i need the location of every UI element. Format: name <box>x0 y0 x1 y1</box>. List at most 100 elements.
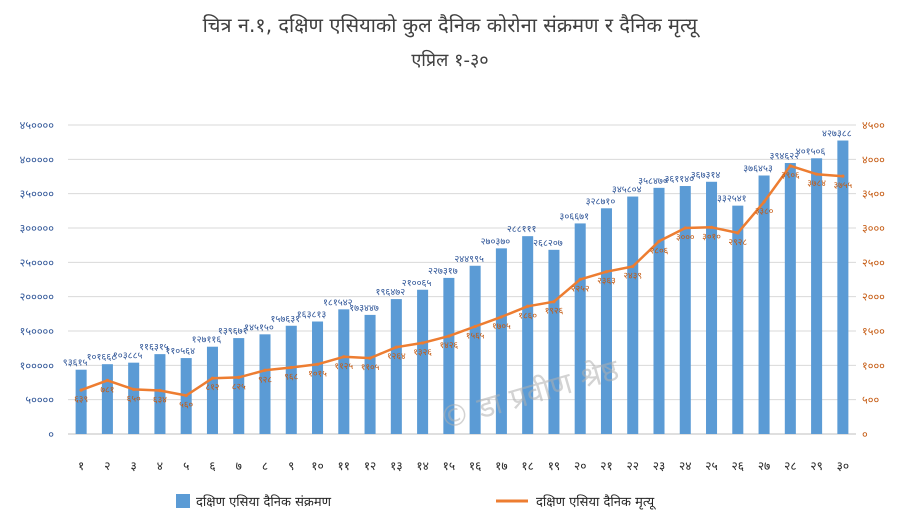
bar-data-label: ४२७३८८ <box>822 129 852 140</box>
line-point <box>158 388 162 393</box>
bar-data-label: ३०६६७१ <box>559 211 589 222</box>
line-data-label: २८०६ <box>650 246 669 256</box>
death-line <box>80 164 843 397</box>
legend: दक्षिण एसिया दैनिक संक्रमण दक्षिण एसिया … <box>176 494 656 510</box>
x-tick-label: ११ <box>338 459 350 473</box>
line-point <box>815 172 819 176</box>
line-point <box>841 174 845 178</box>
line-point <box>657 239 661 243</box>
bar-data-label: २१००६५ <box>402 278 432 289</box>
x-tick-label: १३ <box>390 459 402 473</box>
y2-tick-label: ४५०० <box>862 119 885 132</box>
bar-data-label: २४४९९५ <box>454 254 484 265</box>
gridlines <box>68 124 856 435</box>
bar-data-label: ३५८४७० <box>638 176 668 187</box>
y2-tick-label: २००० <box>862 291 885 304</box>
y-tick-label: १००००० <box>20 359 55 372</box>
x-tick-label: १७ <box>495 459 507 473</box>
bar <box>548 249 560 434</box>
bar <box>758 175 770 435</box>
axes: ०५००००१०००००१५००००२०००००२५००००३०००००३५००… <box>20 119 885 473</box>
bar <box>154 354 166 434</box>
line-data-label: १३२६ <box>413 348 432 358</box>
x-tick-label: ६ <box>209 459 215 473</box>
x-tick-label: २१ <box>600 459 612 473</box>
legend-bar-swatch <box>176 494 190 508</box>
bar <box>312 321 324 434</box>
bar <box>338 309 350 434</box>
line-data-label: १४२६ <box>439 341 458 351</box>
bar <box>259 334 271 434</box>
bar-data-label: २८८१११ <box>507 224 537 235</box>
x-tick-label: १५ <box>443 459 455 473</box>
line-point <box>342 355 346 359</box>
y-tick-label: २५०००० <box>20 256 55 269</box>
y2-tick-label: २५०० <box>862 256 885 269</box>
bar <box>285 325 297 434</box>
line-data-label: ६५० <box>127 394 141 404</box>
bar <box>653 187 665 434</box>
bar <box>522 236 534 434</box>
line-point <box>526 304 530 308</box>
bar-data-label: २६८२०७ <box>533 238 563 249</box>
bar-data-label: १०१६६८ <box>87 352 117 363</box>
line-point <box>394 345 398 349</box>
bar-data-label: ११०५६४ <box>165 346 195 357</box>
bar-data-label: २२७३१७ <box>428 266 458 277</box>
line-data-label: ११०५ <box>361 363 380 373</box>
line-data-label: १०१५ <box>308 369 327 379</box>
line-data-label: १२६४ <box>387 352 406 362</box>
line-data-label: ११२५ <box>334 362 353 372</box>
line-point <box>736 231 740 235</box>
x-tick-label: १० <box>311 459 323 473</box>
bar-data-label: १९६४७२ <box>376 287 406 298</box>
x-tick-label: २६ <box>732 459 744 473</box>
bar <box>811 158 823 435</box>
bar <box>784 163 796 434</box>
x-tick-label: १६ <box>469 459 481 473</box>
line-data-label: १८६० <box>518 311 537 321</box>
bar-data-label: ३४५८०४ <box>612 185 642 196</box>
line-series <box>79 164 845 398</box>
line-data-label: २३६३ <box>597 277 616 287</box>
bar-data-label: १०३८८५ <box>113 351 143 362</box>
x-tick-label: २३ <box>653 459 665 473</box>
bar-data-label: ३६७३१४ <box>691 170 721 181</box>
bar <box>364 314 376 434</box>
x-tick-label: ४ <box>157 459 163 473</box>
y-tick-label: ० <box>48 428 54 441</box>
bar <box>837 140 849 434</box>
bar <box>732 205 744 434</box>
bar <box>574 223 586 434</box>
y-tick-label: ३५०००० <box>20 188 55 201</box>
line-data-label: ३७८४ <box>807 179 826 189</box>
line-point <box>263 368 267 372</box>
y2-tick-label: ५०० <box>862 394 879 407</box>
x-tick-label: २९ <box>810 459 822 473</box>
line-point <box>421 341 425 345</box>
y2-tick-label: ४००० <box>862 153 885 166</box>
x-tick-label: ८ <box>262 459 268 473</box>
line-point <box>473 324 477 329</box>
line-point <box>105 378 109 382</box>
line-point <box>709 225 714 229</box>
line-data-label: २९२८ <box>728 238 747 248</box>
chart-subtitle: एप्रिल १-३० <box>411 49 488 71</box>
line-data-label: ८२५ <box>232 382 246 392</box>
bar-data-label: १४५१५० <box>244 322 274 333</box>
y2-tick-label: ० <box>862 428 868 441</box>
bar-data-label: १३९६७१ <box>218 326 248 337</box>
bar-data-label: ४०१५०६ <box>796 146 826 157</box>
line-data-label: २४३९ <box>623 272 642 282</box>
bar-data-label: १७३४४७ <box>349 303 379 314</box>
line-data-label: ५६० <box>179 401 193 411</box>
line-point <box>368 356 372 360</box>
x-tick-label: २ <box>104 459 110 473</box>
line-point <box>447 334 451 338</box>
bar-data-label: ९३६१५ <box>63 358 88 369</box>
bar <box>233 338 245 434</box>
line-data-label: ६३९ <box>74 395 88 405</box>
x-tick-label: २२ <box>626 459 638 473</box>
